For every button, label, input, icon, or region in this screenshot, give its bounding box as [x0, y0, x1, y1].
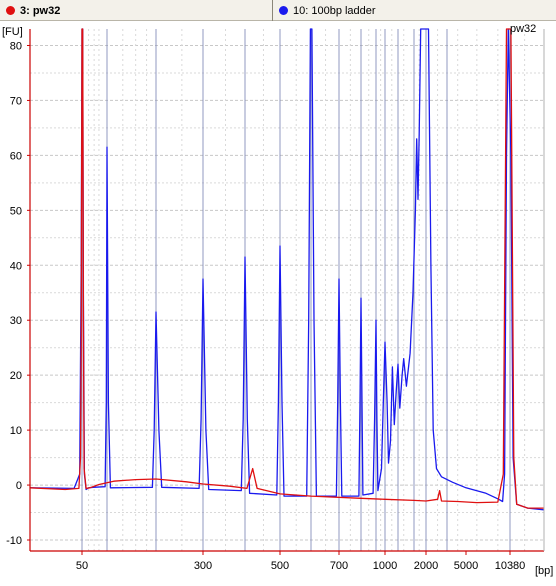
y-tick-label: 10 [10, 425, 22, 437]
y-unit-label: [FU] [2, 26, 23, 38]
x-unit-label: [bp] [535, 565, 553, 577]
y-tick-label: 0 [16, 480, 22, 492]
y-tick-label: 30 [10, 315, 22, 327]
x-tick-label: 500 [271, 560, 289, 572]
legend-item-ladder[interactable]: 10: 100bp ladder [279, 0, 376, 21]
y-tick-label: 60 [10, 150, 22, 162]
y-tick-label: 50 [10, 205, 22, 217]
x-tick-label: 10380 [495, 560, 526, 572]
x-tick-label: 5000 [454, 560, 478, 572]
peak-annotation: pw32 [510, 23, 536, 35]
series-line-ladder [29, 28, 545, 511]
blue-dot-icon [279, 6, 288, 15]
y-tick-label: 40 [10, 260, 22, 272]
electropherogram-plot[interactable]: -10 0 10 20 30 40 50 60 70 80 50 300 500 700 1000 2000 5… [0, 21, 556, 586]
legend-bar: 3: pw32 10: 100bp ladder [0, 0, 556, 21]
y-tick-label: -10 [6, 535, 22, 547]
x-tick-label: 50 [76, 560, 88, 572]
legend-divider [272, 0, 273, 21]
y-tick-label: 70 [10, 95, 22, 107]
red-dot-icon [6, 6, 15, 15]
legend-label-sample: 3: pw32 [20, 4, 61, 17]
plot-background [0, 21, 556, 586]
legend-label-ladder: 10: 100bp ladder [293, 4, 376, 17]
x-tick-label: 2000 [414, 560, 438, 572]
x-tick-label: 300 [194, 560, 212, 572]
y-tick-label: 20 [10, 370, 22, 382]
grid-lines [30, 29, 544, 551]
y-tick-label: 80 [10, 40, 22, 52]
legend-item-sample[interactable]: 3: pw32 [6, 0, 60, 21]
x-tick-label: 700 [330, 560, 348, 572]
axes: -10 0 10 20 30 40 50 60 70 80 50 300 500 700 1000 2000 5… [6, 29, 545, 572]
x-tick-label: 1000 [373, 560, 397, 572]
series-layer [29, 28, 545, 511]
series-line-sample [29, 28, 544, 509]
